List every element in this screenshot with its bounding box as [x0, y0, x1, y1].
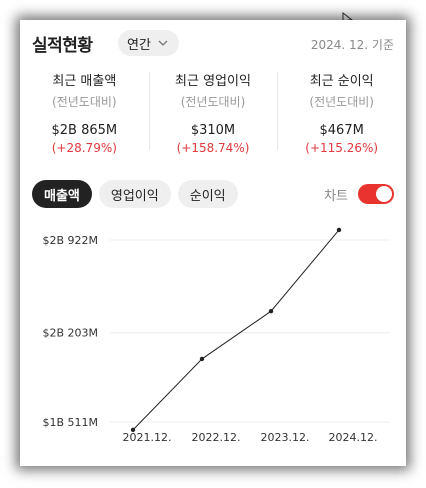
basis-date: 2024. 12. 기준	[310, 38, 394, 52]
metric-value: $2B 865M	[51, 123, 118, 138]
metric-sublabel: (전년도대비)	[180, 95, 246, 109]
metric-change: (+115.26%)	[305, 141, 379, 155]
metric-change: (+28.79%)	[51, 141, 117, 155]
chart-toggle-label: 차트	[324, 188, 348, 204]
tab-net-income[interactable]: 순이익	[177, 180, 238, 208]
metric-label: 최근 영업이익	[175, 74, 251, 89]
x-tick-label: 2022.12.	[192, 431, 241, 444]
y-tick-label: $2B 922M	[42, 234, 98, 247]
metric-tabs: 매출액 영업이익 순이익	[32, 180, 245, 208]
data-point	[268, 309, 274, 314]
revenue-line-chart: $1B 511M $2B 203M $2B 922M 2021.12. 2022.12.…	[42, 227, 390, 444]
x-tick-label: 2021.12.	[123, 431, 172, 444]
chart-toggle-switch[interactable]	[358, 184, 394, 204]
data-point	[336, 227, 342, 233]
metric-revenue: 최근 매출액 (전년도대비) $2B 865M (+28.79%)	[20, 66, 149, 158]
metric-value: $310M	[190, 123, 236, 138]
x-tick-label: 2024.12.	[329, 431, 378, 444]
tab-revenue[interactable]: 매출액	[32, 180, 92, 208]
metric-operating-income: 최근 영업이익 (전년도대비) $310M (+158.74%)	[148, 66, 278, 158]
metric-value: $467M	[319, 123, 364, 138]
tab-operating-income[interactable]: 영업이익	[98, 180, 171, 208]
data-point	[199, 356, 205, 362]
period-select-label: 연간	[127, 37, 151, 53]
metric-change: (+158.74%)	[176, 141, 250, 155]
revenue-series-line	[132, 229, 340, 431]
metric-sublabel: (전년도대비)	[52, 95, 117, 109]
panel-header: 실적현황 연간 2024. 12. 기준	[32, 30, 394, 56]
chart-toggle-group: 차트	[324, 182, 394, 206]
data-point	[130, 427, 136, 433]
y-tick-label: $2B 203M	[42, 327, 98, 340]
metrics-summary: 최근 매출액 (전년도대비) $2B 865M (+28.79%) 최근 영업이…	[20, 66, 406, 158]
toggle-knob	[376, 186, 392, 202]
page-title: 실적현황	[32, 36, 93, 56]
metric-label: 최근 매출액	[52, 74, 117, 89]
period-select-button[interactable]: 연간	[118, 30, 179, 56]
metric-sublabel: (전년도대비)	[309, 95, 374, 109]
chevron-down-icon	[158, 40, 168, 46]
metric-label: 최근 순이익	[309, 74, 374, 89]
x-tick-label: 2023.12.	[261, 431, 310, 444]
metric-net-income: 최근 순이익 (전년도대비) $467M (+115.26%)	[277, 66, 406, 158]
y-tick-label: $1B 511M	[42, 416, 98, 429]
earnings-panel: 실적현황 연간 2024. 12. 기준 최근 매출액 (전년도대비) $2B …	[20, 20, 406, 466]
